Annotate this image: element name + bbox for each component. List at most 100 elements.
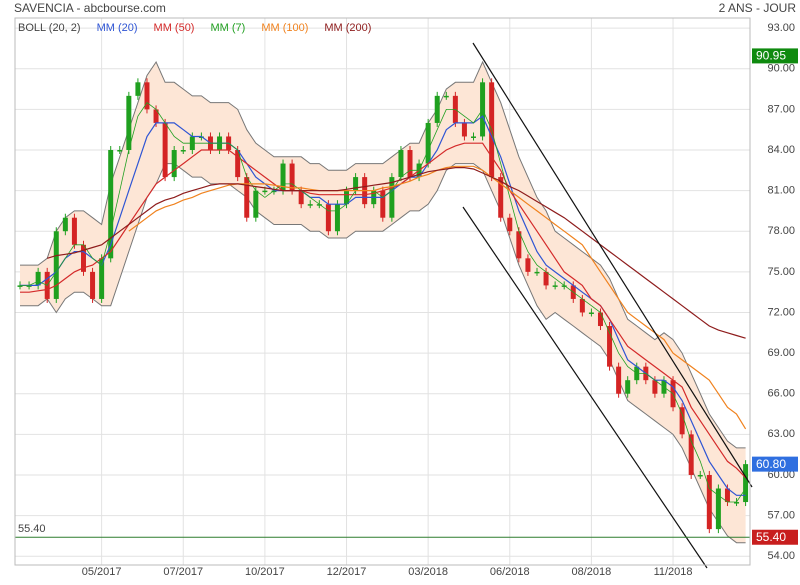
- candle: [507, 217, 513, 232]
- x-tick-label: 08/2018: [572, 566, 612, 578]
- ma-line: [20, 102, 746, 503]
- candle: [334, 204, 340, 232]
- y-tick-label: 75.00: [767, 266, 795, 278]
- candle: [652, 380, 658, 394]
- price-tag: [752, 456, 798, 472]
- band-fill: [20, 62, 746, 543]
- candle: [380, 190, 386, 218]
- y-tick-label: 93.00: [767, 22, 795, 34]
- candle: [280, 163, 286, 191]
- plot-frame: [14, 17, 751, 566]
- y-tick-label: 78.00: [767, 225, 795, 237]
- candle: [35, 271, 41, 286]
- candle: [607, 326, 613, 367]
- x-tick-label: 07/2017: [163, 566, 203, 578]
- legend-entry: MM (50): [154, 22, 195, 34]
- candle: [471, 136, 476, 138]
- y-tick-label: 84.00: [767, 144, 795, 156]
- candle: [625, 380, 631, 394]
- y-tick-label: 60.00: [767, 469, 795, 481]
- y-tick-label: 54.00: [767, 550, 795, 562]
- price-tag: [752, 529, 798, 545]
- x-tick-label: 12/2017: [327, 566, 367, 578]
- legend-entry: MM (200): [324, 22, 371, 34]
- candle: [353, 177, 359, 191]
- channel-line: [472, 42, 753, 488]
- candle: [244, 177, 250, 218]
- candle: [162, 122, 168, 178]
- candle: [26, 285, 32, 287]
- candle: [425, 122, 431, 164]
- candle: [126, 95, 132, 151]
- candle: [307, 204, 313, 206]
- y-tick-label: 81.00: [767, 185, 795, 197]
- y-tick-label: 90.00: [767, 63, 795, 75]
- candle: [407, 150, 413, 178]
- candle: [398, 150, 404, 178]
- y-tick-label: 69.00: [767, 347, 795, 359]
- candle: [344, 190, 350, 205]
- legend-entry: MM (7): [210, 22, 245, 34]
- y-tick-label: 57.00: [767, 509, 795, 521]
- candle: [706, 474, 712, 530]
- candle: [80, 244, 86, 272]
- x-tick-label: 06/2018: [490, 566, 530, 578]
- candle: [743, 464, 749, 503]
- candle: [17, 285, 23, 287]
- candle: [108, 150, 114, 259]
- price-tag-label: 60.80: [756, 457, 786, 471]
- candle: [443, 95, 449, 98]
- candle: [697, 474, 703, 477]
- candle: [298, 190, 304, 205]
- moving-averages: [20, 102, 747, 503]
- price-tag: [752, 48, 798, 64]
- candle: [117, 150, 123, 152]
- legend-entry: MM (100): [261, 22, 308, 34]
- candle: [253, 190, 259, 218]
- candle: [724, 488, 730, 503]
- x-tick-label: 11/2018: [654, 566, 693, 578]
- candle: [561, 285, 567, 287]
- candle: [688, 434, 694, 475]
- legend: BOLL (20, 2) MM (20) MM (50) MM (7) MM (100)…: [18, 22, 371, 34]
- period-label: 2 ANS - JOUR: [719, 1, 797, 15]
- candle: [434, 95, 440, 123]
- candle: [498, 177, 504, 218]
- price-tag-label: 90.95: [756, 49, 786, 63]
- legend-entry: BOLL (20, 2): [18, 22, 81, 34]
- candle: [144, 82, 150, 110]
- candle: [71, 217, 77, 245]
- channel-line: [462, 206, 708, 569]
- candle: [316, 204, 322, 206]
- y-tick-label: 72.00: [767, 306, 795, 318]
- x-tick-label: 05/2017: [82, 566, 122, 578]
- candle: [461, 122, 467, 137]
- y-tick-label: 66.00: [767, 388, 795, 400]
- ma-line: [47, 167, 746, 339]
- candle: [616, 366, 622, 394]
- legend-entry: MM (20): [97, 22, 138, 34]
- candle: [171, 150, 177, 178]
- candle: [90, 271, 96, 299]
- candle: [715, 488, 721, 530]
- candle: [516, 231, 522, 259]
- candle: [99, 258, 105, 299]
- candle: [262, 190, 268, 193]
- candle: [271, 190, 277, 193]
- candle: [525, 258, 531, 272]
- candle: [325, 204, 331, 232]
- candle: [734, 502, 740, 504]
- candle: [180, 150, 186, 152]
- x-tick-label: 10/2017: [245, 566, 285, 578]
- band-upper: [20, 60, 746, 449]
- candle: [588, 312, 594, 314]
- candle: [389, 177, 395, 218]
- ma-line: [20, 142, 747, 479]
- candle: [62, 217, 68, 232]
- annotations: 55.40 90.95 60.80 55.40: [15, 48, 798, 545]
- candle: [235, 150, 241, 178]
- y-tick-label: 63.00: [767, 428, 795, 440]
- candle: [597, 312, 603, 327]
- x-tick-label: 03/2018: [408, 566, 448, 578]
